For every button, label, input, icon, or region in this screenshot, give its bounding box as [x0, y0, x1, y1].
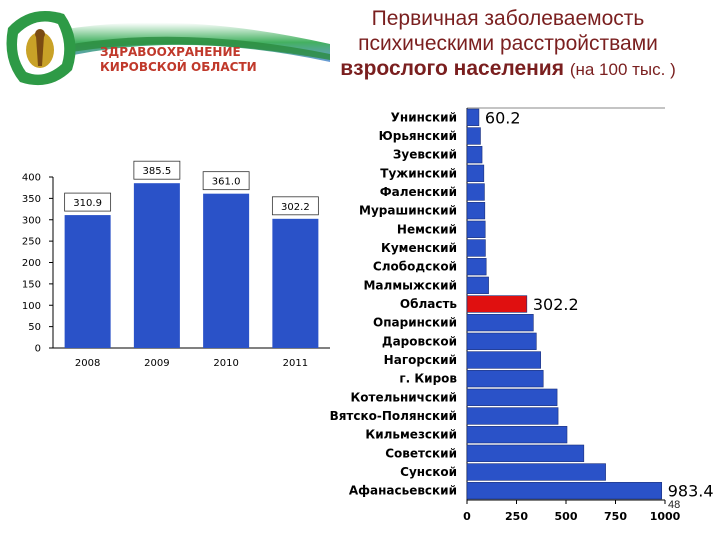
title-subtitle: (на 100 тыс. ) [569, 60, 676, 79]
bar [466, 239, 486, 257]
category-label: Фаленский [380, 185, 457, 199]
category-label: Куменский [381, 241, 457, 255]
y-tick-label: 100 [22, 301, 41, 312]
category-label: Кильмезский [365, 428, 457, 442]
district-chart: Унинский 60.2 Юрьянский Зуевский Тужинский Фа… [330, 107, 714, 523]
bar [466, 314, 534, 332]
x-tick-label: 0 [463, 510, 471, 523]
x-tick-label: 1000 [650, 510, 681, 523]
category-label: Афанасьевский [349, 484, 457, 498]
bar [203, 193, 250, 348]
y-tick-label: 0 [35, 344, 41, 355]
bar [466, 407, 559, 425]
category-label: Тужинский [380, 166, 457, 180]
logo-line1: ЗДРАВООХРАНЕНИЕ [100, 45, 241, 59]
bar [133, 183, 180, 348]
bar [466, 183, 485, 201]
bar [466, 220, 486, 238]
bar [466, 108, 480, 126]
y-tick-label: 400 [22, 173, 41, 184]
bar [466, 482, 663, 500]
data-label: 60.2 [485, 108, 521, 127]
x-tick-label: 2010 [213, 358, 238, 369]
y-tick-label: 300 [22, 215, 41, 226]
y-tick-label: 50 [28, 322, 41, 333]
data-label: 302.2 [533, 295, 579, 314]
bar [466, 146, 483, 164]
bar [64, 215, 111, 348]
yearly-chart: 0 50 100 150 200 250 300 350 400 310.9 2008 385.5 20… [22, 160, 330, 369]
title-line-2: психическими расстройствами [358, 32, 658, 55]
category-label: Область [400, 297, 458, 311]
data-label: 361.0 [212, 177, 241, 188]
header-banner: ЗДРАВООХРАНЕНИЕ КИРОВСКОЙ ОБЛАСТИ [6, 11, 330, 86]
logo-line2: КИРОВСКОЙ ОБЛАСТИ [100, 59, 257, 74]
y-tick-label: 200 [22, 258, 41, 269]
y-tick-label: 250 [22, 237, 41, 248]
data-label-box [133, 160, 181, 180]
bar [466, 258, 487, 276]
data-label-box [271, 196, 319, 216]
y-tick-label: 150 [22, 279, 41, 290]
bar [466, 332, 537, 350]
category-label: Зуевский [393, 148, 457, 162]
category-label: Унинский [391, 110, 457, 124]
category-label: Сунской [400, 465, 457, 479]
title-line-3: взрослого населения (на 100 тыс. ) [300, 56, 716, 82]
x-tick-label: 2009 [144, 358, 169, 369]
flag-ribbon-stripe [60, 36, 330, 60]
emblem-icon [6, 11, 76, 86]
page-number: 48 [668, 499, 681, 511]
bar [466, 202, 486, 220]
category-label: г. Киров [399, 372, 457, 386]
data-label: 302.2 [281, 202, 310, 213]
y-tick-label: 350 [22, 194, 41, 205]
x-tick-label: 250 [505, 510, 528, 523]
bar [466, 351, 541, 369]
data-label-box [202, 171, 250, 191]
bar [466, 426, 568, 444]
category-label: Опаринский [373, 316, 457, 330]
bar [272, 218, 319, 348]
x-tick-label: 2008 [75, 358, 100, 369]
category-label: Слободской [373, 260, 457, 274]
bar [466, 444, 585, 462]
bar [466, 370, 544, 388]
x-tick-label: 2011 [283, 358, 308, 369]
bar [466, 295, 528, 313]
data-label: 310.9 [73, 198, 102, 209]
x-tick-label: 750 [604, 510, 627, 523]
bar [466, 164, 485, 182]
category-label: Нагорский [384, 353, 457, 367]
slide-title: Первичная заболеваемость психическими ра… [300, 6, 716, 82]
category-label: Немский [397, 222, 457, 236]
data-label-box [64, 192, 112, 212]
category-label: Вятско-Полянский [330, 409, 457, 423]
bar [466, 388, 558, 406]
title-line-3-main: взрослого населения [340, 57, 564, 80]
x-tick-label: 500 [555, 510, 578, 523]
category-label: Даровской [382, 334, 457, 348]
bar [466, 276, 489, 294]
data-label: 983.4 [668, 482, 714, 501]
bar [466, 463, 606, 481]
category-label: Котельничский [350, 390, 457, 404]
title-line-1: Первичная заболеваемость [371, 7, 645, 30]
data-label: 385.5 [143, 166, 172, 177]
category-label: Мурашинский [359, 204, 457, 218]
category-label: Советский [385, 446, 457, 460]
bar [466, 127, 481, 145]
category-label: Малмыжский [363, 278, 457, 292]
category-label: Юрьянский [379, 129, 457, 143]
